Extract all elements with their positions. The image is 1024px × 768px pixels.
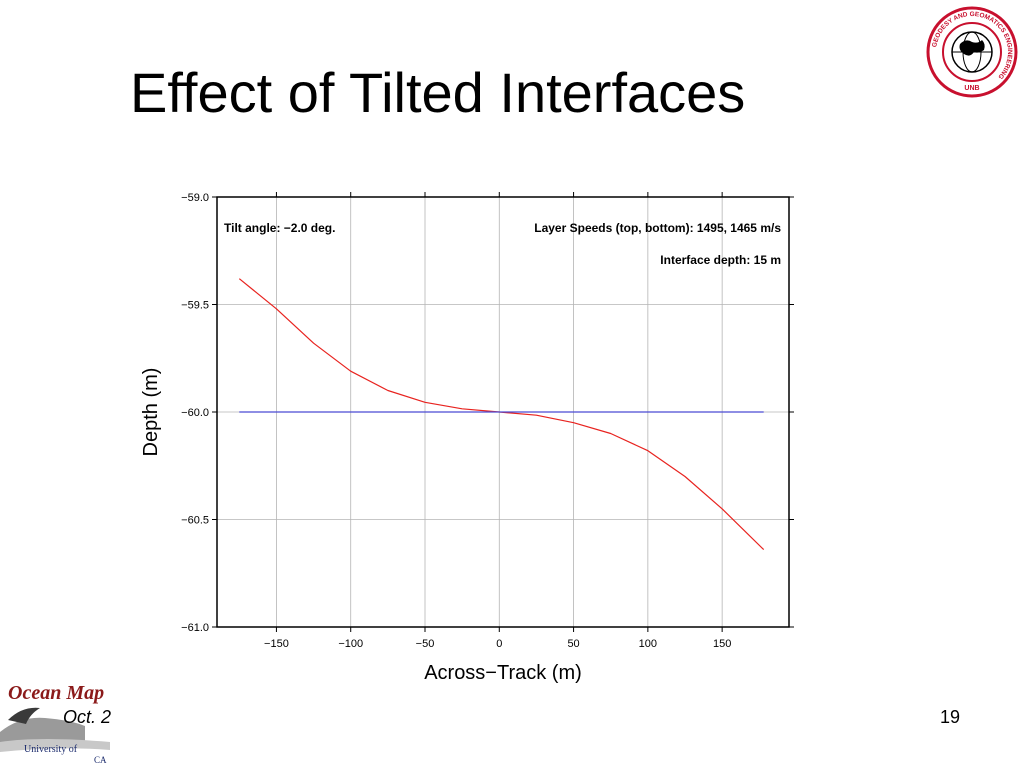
y-tick-label: −59.5 bbox=[181, 300, 209, 312]
y-tick-label: −60.5 bbox=[181, 515, 209, 527]
x-tick-label: 0 bbox=[496, 638, 502, 650]
series-line-1 bbox=[238, 278, 765, 551]
axis-ticks: −150 −100 −50 0 50 100 150 −59.0 −59.5 −60.0 −60.5… bbox=[181, 192, 794, 650]
ocean-mapping-logo: Ocean Map University of CA bbox=[0, 680, 110, 768]
y-tick-label: −60.0 bbox=[181, 407, 209, 419]
unb-geodesy-logo: GEODESY AND GEOMATICS ENGINEERING UNB bbox=[926, 6, 1018, 98]
x-tick-label: 150 bbox=[713, 638, 731, 650]
x-tick-label: 100 bbox=[639, 638, 657, 650]
ocean-mapping-logo-text: Ocean Map bbox=[8, 682, 105, 704]
logo-bottom-text: UNB bbox=[964, 85, 979, 92]
page-number: 19 bbox=[940, 707, 961, 727]
y-axis-label: Depth (m) bbox=[140, 368, 162, 457]
ocean-mapping-logo-sub2: CA bbox=[94, 755, 107, 765]
series-group bbox=[238, 278, 765, 551]
x-tick-label: −150 bbox=[264, 638, 289, 650]
annotation-speeds: Layer Speeds (top, bottom): 1495, 1465 m… bbox=[534, 221, 781, 235]
x-tick-label: 50 bbox=[567, 638, 579, 650]
slide-title: Effect of Tilted Interfaces bbox=[130, 61, 746, 124]
x-tick-label: −100 bbox=[338, 638, 363, 650]
annotation-interface: Interface depth: 15 m bbox=[660, 253, 781, 267]
x-tick-label: −50 bbox=[416, 638, 435, 650]
footer-date: Oct. 2 bbox=[63, 707, 112, 727]
annotation-tilt: Tilt angle: −2.0 deg. bbox=[224, 221, 335, 235]
ocean-mapping-logo-image bbox=[0, 707, 110, 752]
ocean-mapping-logo-sub1: University of bbox=[24, 744, 78, 755]
y-tick-label: −59.0 bbox=[181, 192, 209, 204]
y-tick-label: −61.0 bbox=[181, 622, 209, 634]
x-axis-label: Across−Track (m) bbox=[424, 662, 582, 684]
